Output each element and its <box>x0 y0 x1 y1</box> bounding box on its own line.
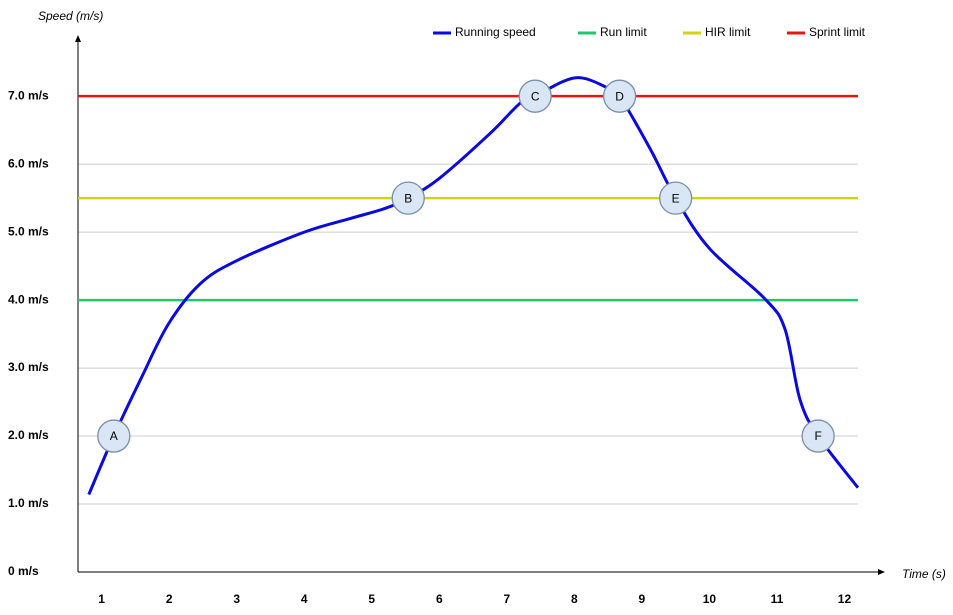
marker <box>97 419 131 453</box>
marker-label: D <box>615 89 624 103</box>
marker <box>518 79 552 113</box>
legend-label: HIR limit <box>705 25 751 39</box>
y-axis-arrow <box>75 35 81 42</box>
marker <box>391 181 425 215</box>
y-tick-label: 0 m/s <box>8 564 39 578</box>
marker <box>801 419 835 453</box>
x-tick-label: 3 <box>233 592 240 606</box>
x-axis-arrow <box>878 569 885 575</box>
legend-label: Running speed <box>455 25 536 39</box>
marker-label: A <box>110 429 118 443</box>
x-tick-label: 7 <box>503 592 510 606</box>
marker <box>602 79 637 113</box>
marker-label: C <box>531 89 540 103</box>
y-axis-label: Speed (m/s) <box>38 9 103 23</box>
x-tick-label: 4 <box>301 592 308 606</box>
legend-label: Sprint limit <box>809 25 866 39</box>
y-tick-label: 7.0 m/s <box>8 88 49 102</box>
marker <box>659 181 693 215</box>
x-tick-label: 12 <box>838 592 852 606</box>
y-tick-label: 6.0 m/s <box>8 156 49 170</box>
y-tick-label: 5.0 m/s <box>8 224 49 238</box>
x-tick-label: 6 <box>436 592 443 606</box>
y-tick-label: 4.0 m/s <box>8 292 49 306</box>
x-tick-label: 8 <box>571 592 578 606</box>
marker-label: B <box>404 191 412 205</box>
x-tick-label: 11 <box>771 592 784 606</box>
x-tick-label: 1 <box>98 592 105 606</box>
y-tick-label: 3.0 m/s <box>8 360 49 374</box>
y-tick-label: 1.0 m/s <box>8 496 49 510</box>
x-tick-label: 5 <box>368 592 375 606</box>
x-tick-label: 2 <box>166 592 173 606</box>
x-tick-label: 9 <box>639 592 646 606</box>
x-axis-label: Time (s) <box>902 567 946 581</box>
x-tick-label: 10 <box>703 592 717 606</box>
legend-label: Run limit <box>600 25 647 39</box>
speed-line <box>87 76 860 496</box>
marker-label: F <box>814 429 821 443</box>
marker-label: E <box>672 191 680 205</box>
y-tick-label: 2.0 m/s <box>8 428 49 442</box>
